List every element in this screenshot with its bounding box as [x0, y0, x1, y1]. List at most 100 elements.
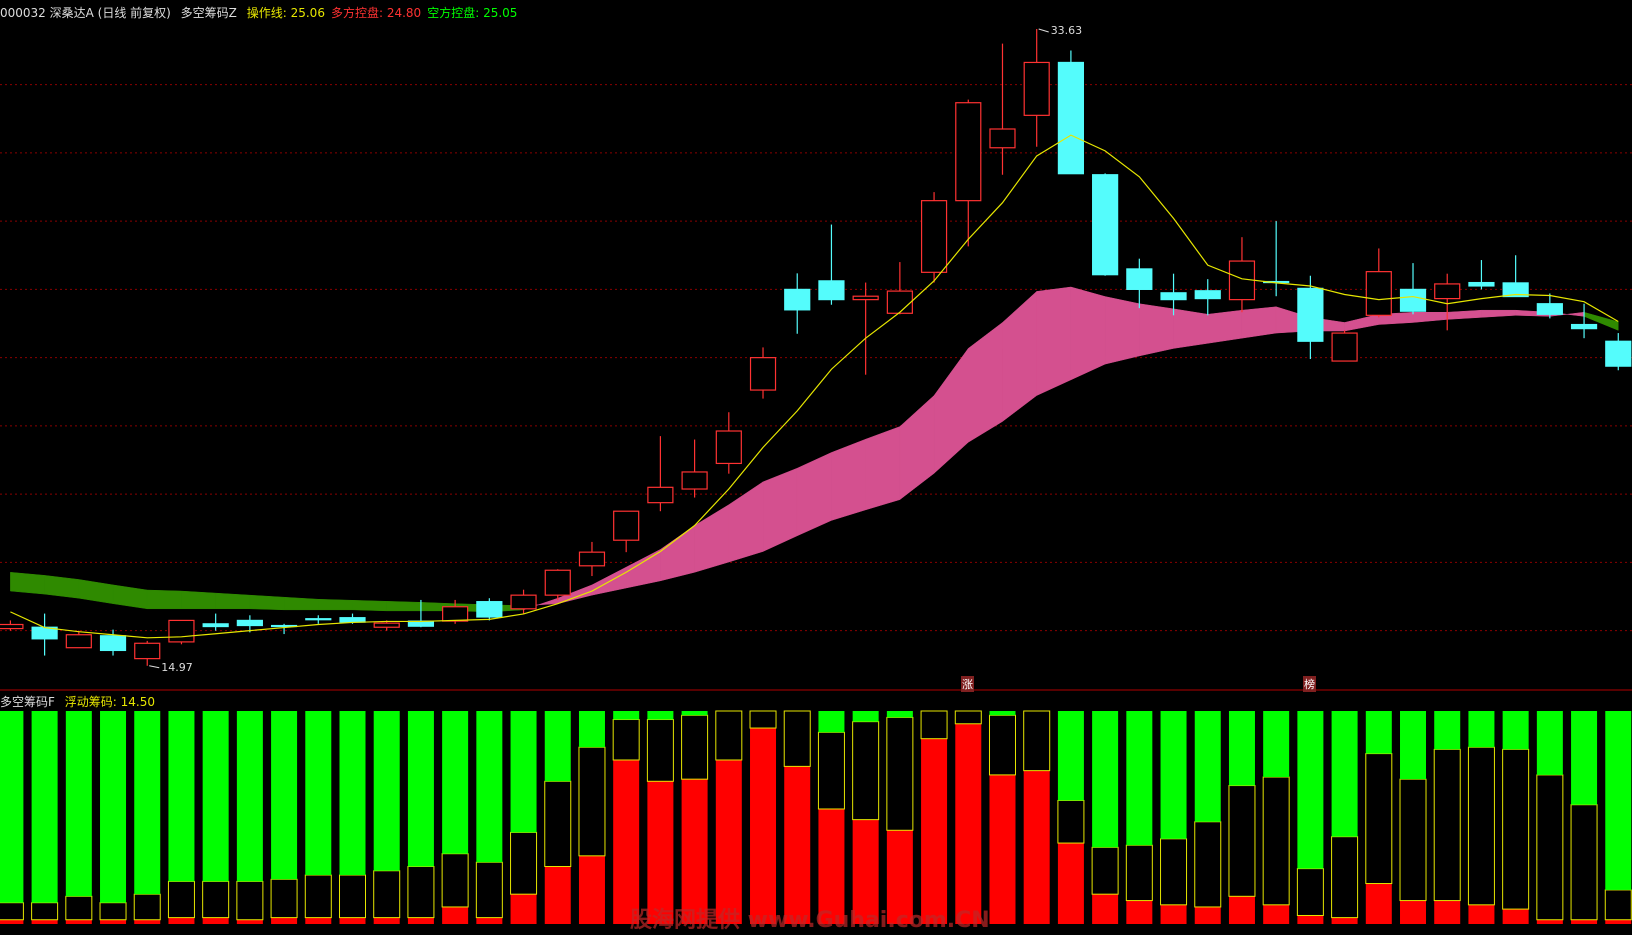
band — [1344, 313, 1380, 332]
bar-segment — [1092, 894, 1119, 924]
main-header: 000032 深桑达A (日线 前复权) 多空筹码Z 操作线25.06多方控盘2… — [0, 4, 529, 21]
bar-segment — [1571, 919, 1598, 924]
bar-segment — [339, 917, 366, 924]
band — [831, 438, 866, 521]
band — [249, 594, 285, 611]
bar-segment — [1536, 774, 1564, 921]
bar-segment — [1365, 711, 1392, 754]
bar-segment — [202, 711, 229, 882]
candle-body — [99, 635, 127, 652]
candle-body — [305, 618, 332, 621]
candle-body — [920, 200, 948, 273]
bar-segment — [1468, 904, 1495, 924]
candle-body — [1536, 303, 1563, 315]
candle-body — [681, 471, 708, 490]
bar-segment — [1434, 900, 1461, 924]
band — [283, 596, 319, 611]
band — [694, 504, 730, 573]
marker: 榜 — [1303, 676, 1316, 692]
candle-body — [852, 295, 879, 301]
candle-body — [818, 280, 845, 301]
candle-body — [989, 128, 1016, 149]
candle-body — [1468, 281, 1495, 287]
candle-body — [955, 102, 982, 202]
bar-segment — [1023, 710, 1051, 772]
candle-body — [373, 622, 400, 628]
band — [1002, 290, 1037, 422]
band — [660, 525, 695, 582]
bar-segment — [955, 723, 982, 924]
bar-segment — [202, 880, 230, 919]
band — [386, 601, 422, 612]
band — [10, 572, 45, 595]
band — [1446, 309, 1482, 320]
bar-segment — [442, 906, 469, 924]
candle-body — [1092, 174, 1119, 276]
bar-segment — [613, 759, 640, 924]
candle-body — [1126, 268, 1153, 290]
band — [1036, 286, 1072, 396]
candle-body — [886, 290, 913, 314]
bar-segment — [373, 870, 401, 919]
band — [796, 452, 832, 537]
legend-name: 空方控盘 — [427, 6, 483, 20]
legend-name: 操作线 — [247, 6, 291, 20]
candle-body — [1502, 282, 1529, 298]
band — [933, 347, 969, 474]
band — [899, 394, 935, 501]
max-pointer — [1038, 28, 1049, 33]
bar-segment — [0, 902, 24, 921]
bar-segment — [0, 919, 24, 924]
bar-segment — [0, 711, 24, 903]
bar-segment — [1365, 883, 1392, 924]
bar-segment — [31, 902, 59, 921]
min-label: 14.97 — [161, 661, 193, 674]
bar-segment — [920, 710, 948, 740]
bar-segment — [1263, 711, 1290, 778]
bar-segment — [1502, 909, 1529, 924]
bar-segment — [304, 874, 332, 919]
band — [352, 600, 387, 612]
bar-segment — [305, 711, 332, 876]
bar-segment — [681, 711, 708, 716]
candle-body — [1297, 287, 1324, 342]
bar-segment — [1228, 896, 1255, 924]
bar-segment — [1125, 844, 1153, 902]
bar-segment — [236, 711, 263, 882]
bar-segment — [578, 855, 605, 924]
candle-body — [1057, 61, 1085, 175]
candle-body — [65, 634, 92, 649]
bar-segment — [100, 711, 127, 903]
candle-body — [339, 617, 366, 623]
watermark: 股海网提供 www.Guhai.com.CN — [630, 908, 990, 933]
legend-item: 操作线25.06 — [247, 6, 325, 20]
legend-value: 25.06 — [290, 6, 325, 20]
bar-segment — [1365, 753, 1393, 885]
band — [44, 575, 80, 599]
bar-segment — [236, 880, 264, 921]
bar-segment — [1228, 711, 1255, 786]
candle-body — [510, 594, 537, 610]
bar-segment — [1297, 711, 1324, 869]
legend: 操作线25.06 多方控盘24.80 空方控盘25.05 — [247, 6, 524, 20]
bar-segment — [852, 721, 880, 821]
max-label: 33.63 — [1051, 24, 1083, 37]
min-pointer — [149, 665, 160, 669]
bar-segment — [476, 711, 503, 863]
bar-segment — [510, 894, 537, 924]
candle-body — [715, 430, 742, 465]
candle-body — [613, 510, 640, 541]
bar-segment — [1400, 711, 1427, 780]
bar-segment — [373, 711, 400, 871]
candle-body — [1605, 340, 1632, 367]
lower-legend: 浮动筹码14.50 — [65, 695, 161, 709]
bar-segment — [544, 780, 572, 867]
bar-segment — [1502, 748, 1530, 910]
bar-segment — [921, 738, 948, 924]
bar-segment — [988, 714, 1016, 776]
bar-segment — [475, 861, 503, 919]
bar-segment — [784, 766, 811, 924]
bar-segment — [339, 711, 366, 876]
bar-segment — [1433, 748, 1461, 902]
